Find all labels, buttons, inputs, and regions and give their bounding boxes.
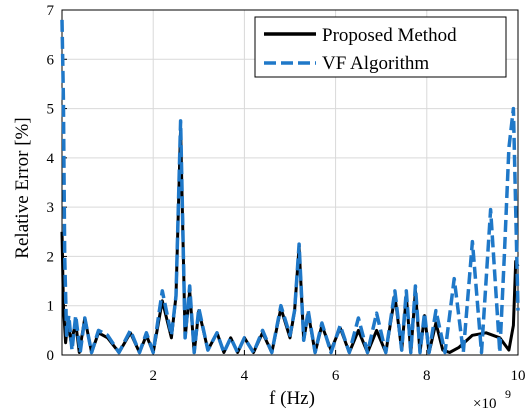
x-axis-label: f (Hz) (269, 388, 315, 409)
plot-frame (61, 9, 519, 356)
y-tick-label: 5 (47, 102, 55, 118)
x-multiplier-exponent: 9 (505, 387, 511, 401)
x-tick-label: 6 (332, 368, 340, 384)
axis-ticks: 2 4 6 8 10 0 1 2 3 4 5 6 7 (47, 3, 526, 384)
series-layer (60, 19, 520, 355)
x-tick-label: 10 (511, 368, 526, 384)
y-tick-label: 2 (47, 249, 55, 265)
x-multiplier-base: ×10 (473, 396, 496, 412)
legend-label-vf: VF Algorithm (322, 53, 429, 74)
y-tick-label: 4 (47, 151, 55, 167)
series-line-vf-algorithm (60, 19, 520, 355)
y-tick-label: 3 (47, 200, 55, 216)
legend-label-proposed: Proposed Method (322, 25, 457, 46)
y-axis-label: Relative Error [%] (12, 117, 33, 258)
x-tick-label: 2 (149, 368, 157, 384)
y-tick-label: 1 (47, 299, 55, 315)
x-multiplier: ×10 9 (473, 387, 511, 412)
y-tick-label: 0 (47, 348, 55, 364)
legend: Proposed Method VF Algorithm (254, 16, 507, 78)
y-tick-label: 7 (47, 3, 55, 19)
x-tick-label: 4 (241, 368, 249, 384)
legend-box (254, 16, 507, 78)
y-tick-label: 6 (47, 52, 55, 68)
x-tick-label: 8 (423, 368, 431, 384)
